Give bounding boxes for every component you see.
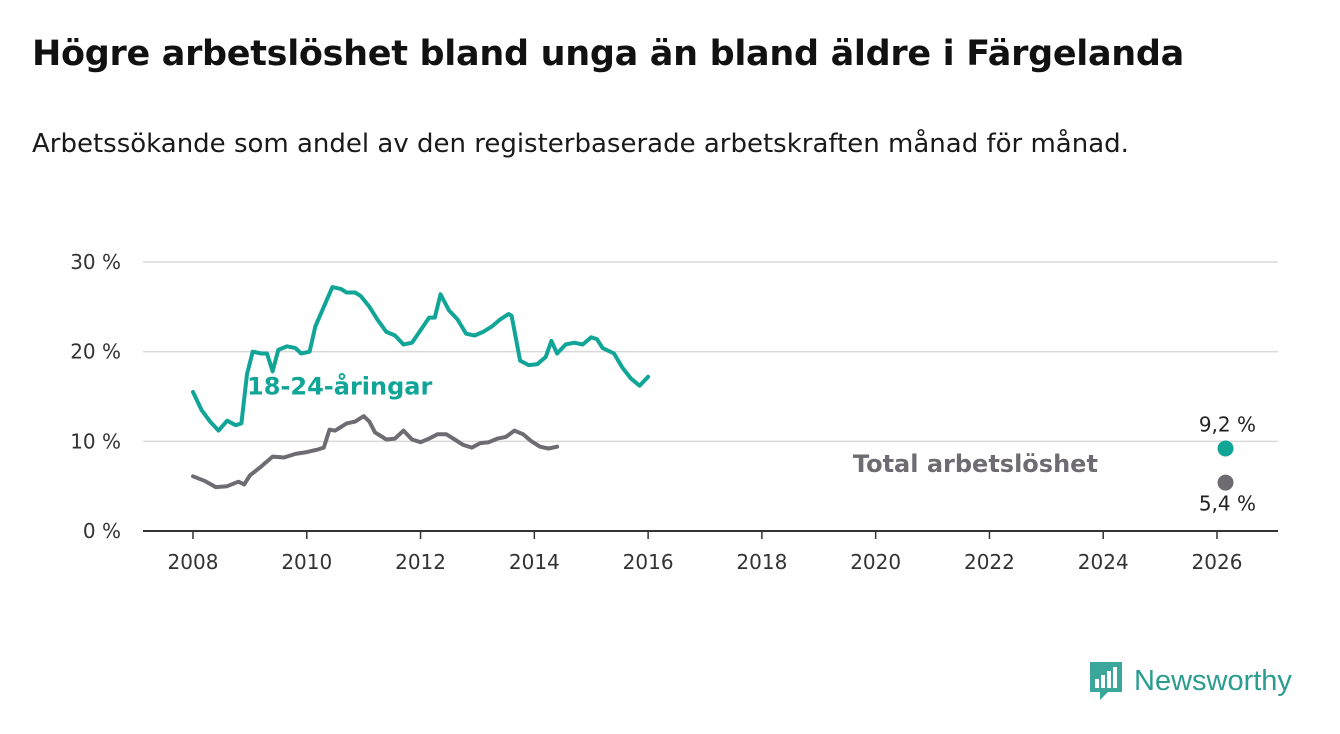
- end-marker-total: [1217, 474, 1234, 491]
- line-chart: 0 % 10 % 20 % 30 % 2008 2010 2012 2014 2016 2018…: [70, 250, 1278, 574]
- y-tick-label: 20 %: [70, 340, 121, 364]
- x-tick-label: 2010: [281, 550, 332, 574]
- series-label-total: Total arbetslöshet: [853, 450, 1098, 478]
- x-tick-label: 2014: [509, 550, 560, 574]
- x-tick-label: 2020: [850, 550, 901, 574]
- x-tick-label: 2022: [964, 550, 1015, 574]
- x-tick-label: 2026: [1192, 550, 1243, 574]
- grid-lines: [143, 261, 1278, 443]
- x-tick-label: 2016: [623, 550, 674, 574]
- y-tick-label: 10 %: [70, 429, 121, 453]
- series-label-youth: 18-24-åringar: [247, 372, 432, 401]
- brand-name: Newsworthy: [1134, 664, 1292, 697]
- series-lines: [191, 285, 1234, 491]
- chart-title: Högre arbetslöshet bland unga än bland ä…: [32, 34, 1184, 74]
- series-line-youth: [191, 285, 651, 433]
- end-value-total: 5,4 %: [1199, 492, 1256, 516]
- brand-logo: Newsworthy: [1088, 660, 1292, 702]
- y-tick-label: 30 %: [70, 250, 121, 274]
- series-labels: 18-24-åringar Total arbetslöshet 9,2 % 5,4 …: [247, 372, 1256, 516]
- x-tick-label: 2012: [395, 550, 446, 574]
- series-line-total: [191, 414, 560, 490]
- end-marker-youth: [1217, 440, 1234, 457]
- y-axis-ticks: 0 % 10 % 20 % 30 %: [70, 250, 121, 543]
- x-tick-label: 2024: [1078, 550, 1129, 574]
- y-tick-label: 0 %: [83, 519, 121, 543]
- chart-subtitle: Arbetssökande som andel av den registerb…: [32, 129, 1129, 159]
- end-value-youth: 9,2 %: [1199, 413, 1256, 437]
- newsworthy-logo-icon: [1090, 662, 1122, 700]
- x-axis: 2008 2010 2012 2014 2016 2018 2020 2022 2024 2026: [143, 530, 1278, 574]
- x-tick-label: 2018: [736, 550, 787, 574]
- x-tick-label: 2008: [168, 550, 219, 574]
